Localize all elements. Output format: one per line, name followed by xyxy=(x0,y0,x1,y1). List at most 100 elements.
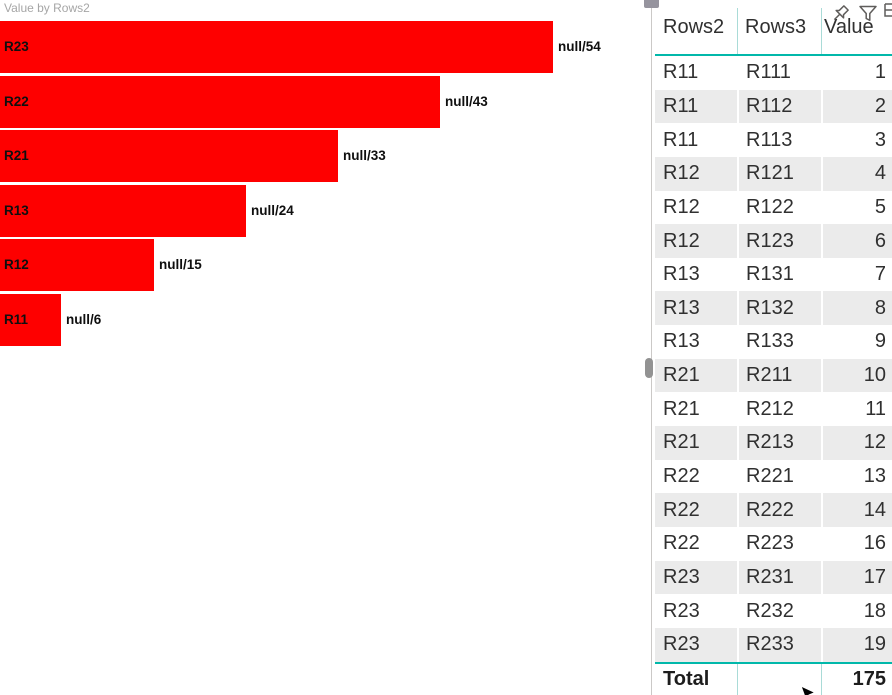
table-cell[interactable]: R22 xyxy=(655,493,737,527)
bar-r22[interactable]: R22 null/43 xyxy=(0,75,651,128)
table-cell[interactable]: R123 xyxy=(737,224,821,258)
table-row[interactable]: R13 R133 9 xyxy=(655,325,892,359)
bar-r21[interactable]: R21 null/33 xyxy=(0,130,651,182)
table-cell[interactable]: R222 xyxy=(737,493,821,527)
bar-data-label: null/54 xyxy=(558,39,601,54)
clipped-edge-icon[interactable] xyxy=(884,2,892,26)
table-cell[interactable]: R111 xyxy=(737,56,821,90)
table-row[interactable]: R13 R132 8 xyxy=(655,291,892,326)
resize-handle-top-left[interactable] xyxy=(644,0,659,8)
table-row[interactable]: R22 R222 14 xyxy=(655,493,892,527)
table-cell[interactable]: R212 xyxy=(737,392,821,427)
table-cell[interactable]: R21 xyxy=(655,392,737,427)
table-cell[interactable]: 12 xyxy=(821,426,892,460)
table-row[interactable]: R13 R131 7 xyxy=(655,257,892,292)
bar-r12[interactable]: R12 null/15 xyxy=(0,239,651,291)
bar-data-label: null/15 xyxy=(159,257,202,272)
bar-r23[interactable]: R23 null/54 xyxy=(0,21,651,73)
table-cell[interactable]: R122 xyxy=(737,190,821,225)
bar-data-label: null/33 xyxy=(343,148,386,163)
table-cell[interactable]: R213 xyxy=(737,426,821,460)
table-cell[interactable]: R23 xyxy=(655,627,737,662)
bar-rect[interactable] xyxy=(0,21,553,73)
bar-rect[interactable] xyxy=(0,75,440,128)
table-cell[interactable]: 14 xyxy=(821,493,892,527)
table-row[interactable]: R12 R121 4 xyxy=(655,156,892,191)
pin-icon[interactable] xyxy=(828,2,852,26)
table-cell[interactable]: R232 xyxy=(737,594,821,628)
bar-rect[interactable] xyxy=(0,130,338,182)
table-cell[interactable]: R223 xyxy=(737,526,821,561)
column-header-rows2[interactable]: Rows2 xyxy=(663,15,725,38)
bar-rect[interactable] xyxy=(0,239,154,291)
table-cell[interactable]: R21 xyxy=(655,426,737,460)
table-cell[interactable]: 1 xyxy=(821,56,892,90)
table-cell[interactable]: R21 xyxy=(655,358,737,393)
table-cell[interactable]: 13 xyxy=(821,459,892,494)
table-cell[interactable]: R12 xyxy=(655,224,737,258)
table-cell[interactable]: R11 xyxy=(655,123,737,157)
table-cell[interactable]: 11 xyxy=(821,392,892,427)
table-cell[interactable]: 7 xyxy=(821,257,892,292)
table-cell[interactable]: R131 xyxy=(737,257,821,292)
table-cell[interactable]: R211 xyxy=(737,358,821,393)
table-cell[interactable]: 18 xyxy=(821,594,892,628)
table-cell[interactable]: R133 xyxy=(737,325,821,359)
bar-r13[interactable]: R13 null/24 xyxy=(0,184,651,237)
table-cell[interactable]: R121 xyxy=(737,156,821,191)
table-cell[interactable]: 9 xyxy=(821,325,892,359)
table-cell[interactable]: R113 xyxy=(737,123,821,157)
table-row[interactable]: R12 R123 6 xyxy=(655,224,892,258)
table-cell[interactable]: 16 xyxy=(821,526,892,561)
table-row[interactable]: R11 R113 3 xyxy=(655,123,892,157)
resize-handle-mid-left[interactable] xyxy=(645,358,653,378)
table-cell[interactable]: R11 xyxy=(655,56,737,90)
table-cell[interactable]: R22 xyxy=(655,526,737,561)
table-cell[interactable]: 19 xyxy=(821,627,892,662)
table-cell[interactable]: 10 xyxy=(821,358,892,393)
table-row[interactable]: R12 R122 5 xyxy=(655,190,892,225)
table-cell[interactable]: R22 xyxy=(655,459,737,494)
table-cell[interactable]: 6 xyxy=(821,224,892,258)
table-cell[interactable]: R221 xyxy=(737,459,821,494)
table-row[interactable]: R23 R232 18 xyxy=(655,594,892,628)
table-row[interactable]: R21 R212 11 xyxy=(655,392,892,427)
table-cell[interactable]: R13 xyxy=(655,291,737,326)
table-cell[interactable]: 4 xyxy=(821,156,892,191)
table-cell[interactable]: R13 xyxy=(655,325,737,359)
table-cell[interactable]: 5 xyxy=(821,190,892,225)
table-cell[interactable]: R12 xyxy=(655,190,737,225)
bar-group: R23 null/54 R22 null/43 R21 null/33 R13 null/24… xyxy=(0,21,651,361)
column-header-rows3[interactable]: Rows3 xyxy=(737,0,821,54)
table-cell[interactable]: R132 xyxy=(737,291,821,326)
table-cell[interactable]: R231 xyxy=(737,560,821,595)
bar-category-label: R22 xyxy=(4,93,29,109)
table-row[interactable]: R22 R223 16 xyxy=(655,526,892,561)
table-row[interactable]: R22 R221 13 xyxy=(655,459,892,494)
table-cell[interactable]: R233 xyxy=(737,627,821,662)
table-row[interactable]: R11 R112 2 xyxy=(655,89,892,124)
table-cell[interactable]: R12 xyxy=(655,156,737,191)
table-row[interactable]: R11 R111 1 xyxy=(655,56,892,90)
table-row[interactable]: R21 R211 10 xyxy=(655,358,892,393)
bar-rect[interactable] xyxy=(0,293,61,346)
column-header-value[interactable]: Value xyxy=(821,0,892,54)
filter-icon[interactable] xyxy=(856,2,880,26)
table-cell[interactable]: R23 xyxy=(655,560,737,595)
table-cell[interactable]: 8 xyxy=(821,291,892,326)
bar-data-label: null/24 xyxy=(251,202,294,218)
table-cell[interactable]: 17 xyxy=(821,560,892,595)
table-cell[interactable]: R112 xyxy=(737,89,821,124)
table-row[interactable]: R23 R233 19 xyxy=(655,627,892,662)
bar-r11[interactable]: R11 null/6 xyxy=(0,293,651,346)
table-header: Rows2 Rows3 Value xyxy=(655,0,892,56)
table-cell[interactable]: R11 xyxy=(655,89,737,124)
bar-data-label: null/6 xyxy=(66,311,102,327)
table-cell[interactable]: 3 xyxy=(821,123,892,157)
table-cell[interactable]: R23 xyxy=(655,594,737,628)
table-cell[interactable]: R13 xyxy=(655,257,737,292)
table-row[interactable]: R21 R213 12 xyxy=(655,426,892,460)
bar-rect[interactable] xyxy=(0,184,246,237)
table-row[interactable]: R23 R231 17 xyxy=(655,560,892,595)
table-cell[interactable]: 2 xyxy=(821,89,892,124)
